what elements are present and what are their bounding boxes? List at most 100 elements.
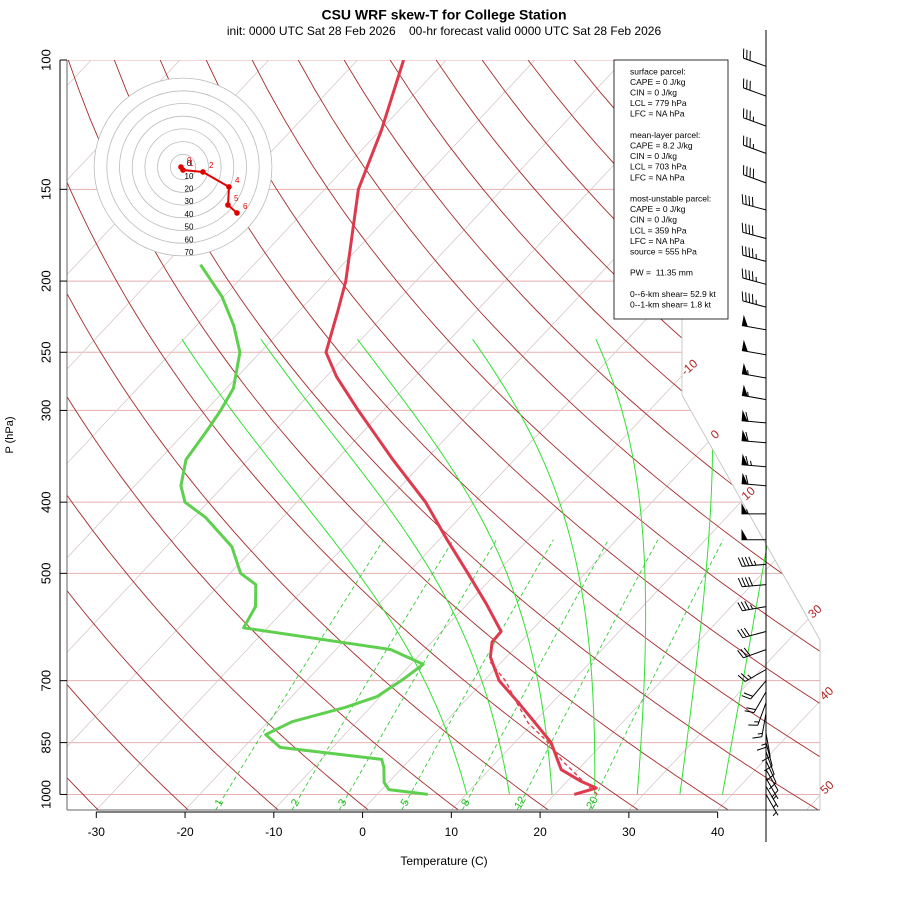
wind-barb (741, 291, 767, 308)
moist-adiabat (181, 338, 468, 795)
x-tick-label: 0 (359, 825, 366, 839)
dry-adiabat (67, 60, 549, 810)
wind-barb (741, 339, 767, 356)
hodograph-ring (106, 90, 260, 244)
parcel-info-line: LCL = 779 hPa (630, 98, 687, 108)
wind-barb (741, 409, 767, 424)
mixing-ratio-label: 3 (336, 797, 349, 808)
wind-barb (742, 165, 767, 184)
wind-barb (737, 627, 767, 639)
parcel-info-line: CIN = 0 J/kg (630, 215, 677, 225)
wind-barb (765, 794, 779, 817)
dry-adiabat (113, 60, 819, 810)
wind-barb (748, 702, 767, 726)
parcel-info-line: LCL = 703 hPa (630, 162, 687, 172)
x-tick-label: 40 (711, 825, 725, 839)
hodograph-height-label: 5 (234, 194, 239, 203)
y-tick-label: 300 (38, 400, 53, 422)
x-tick-label: 30 (622, 825, 636, 839)
hodograph-height-label: 6 (243, 202, 248, 211)
wind-barb (741, 472, 767, 487)
parcel-info-line: LFC = NA hPa (630, 109, 685, 119)
profile-line (324, 60, 598, 796)
hodograph-ring-label: 10 (185, 172, 194, 181)
parcel-info-line: 0--1-km shear= 1.8 kt (630, 299, 712, 309)
hodograph-point (234, 210, 240, 216)
wind-barb (742, 48, 767, 67)
isotherm (67, 60, 713, 810)
wind-barb (742, 135, 767, 154)
y-tick-label: 250 (38, 341, 53, 363)
moist-adiabat (357, 338, 553, 795)
hodograph-height-label: 0 (187, 156, 192, 165)
y-tick-label: 700 (38, 670, 53, 692)
x-tick-label: 10 (445, 825, 459, 839)
hodograph-ring (144, 128, 222, 206)
chart-title: CSU WRF skew-T for College Station (321, 7, 566, 23)
moist-adiabat (260, 338, 510, 795)
parcel-info-line: CAPE = 0 J/kg (630, 77, 686, 87)
mixing-ratio-line (401, 539, 554, 810)
wind-barb (741, 194, 767, 211)
mixing-ratio-line (215, 539, 384, 810)
y-tick-label: 150 (38, 178, 53, 200)
dry-adiabat (67, 60, 729, 810)
hodograph-ring (131, 115, 235, 219)
dry-adiabat (251, 60, 820, 810)
x-tick-label: -10 (265, 825, 283, 839)
wind-barb (741, 453, 767, 468)
isotherm (539, 60, 820, 810)
wind-barb (742, 78, 767, 97)
moist-adiabat (595, 338, 647, 795)
profile-line (489, 661, 598, 795)
wind-barb (737, 556, 767, 567)
wind-barb (761, 733, 771, 762)
dry-adiabat (67, 60, 369, 810)
y-tick-label: 500 (38, 562, 53, 584)
hodograph-ring (119, 103, 247, 231)
y-tick-label: 1000 (38, 780, 53, 809)
isotherm (273, 60, 820, 810)
isotherm (67, 60, 536, 810)
wind-barb (765, 760, 777, 790)
mixing-ratio-line (516, 539, 659, 810)
y-tick-label: 200 (38, 270, 53, 292)
wind-barb (737, 576, 767, 588)
hodograph-ring (93, 77, 273, 257)
parcel-info-line: LCL = 359 hPa (630, 225, 687, 235)
mixing-ratio-label: 2 (289, 797, 302, 808)
mixing-ratio-label: 12 (512, 795, 529, 812)
wind-barb (741, 362, 767, 379)
hodograph-point (225, 202, 231, 208)
x-tick-label: 20 (533, 825, 547, 839)
parcel-info-line: most-unstable parcel: (630, 193, 711, 203)
hodograph-height-label: 2 (209, 161, 214, 170)
wind-barb (741, 222, 767, 239)
wind-barb (737, 601, 767, 612)
wind-barb (742, 108, 767, 127)
wind-barb (741, 429, 767, 444)
wind-barb (741, 528, 766, 541)
hodograph-ring-label: 70 (185, 248, 194, 257)
wind-barb (741, 314, 767, 331)
hodograph-ring (169, 153, 197, 181)
dry-adiabat (67, 60, 639, 810)
y-tick-label: 400 (38, 491, 53, 513)
mixing-ratio-label: 5 (399, 797, 412, 808)
mixing-ratio-line (338, 539, 497, 810)
hodograph-ring-label: 0 (187, 159, 192, 168)
dry-adiabat (67, 60, 189, 810)
wind-barb (741, 502, 766, 515)
wind-barb (741, 268, 767, 285)
hodograph-ring-label: 40 (185, 210, 194, 219)
hodograph-point (180, 167, 186, 173)
mixing-ratio-line (291, 539, 454, 810)
parcel-info-line: CAPE = 8.2 J/kg (630, 140, 693, 150)
parcel-info-line: CAPE = 0 J/kg (630, 204, 686, 214)
hodograph-point (226, 184, 232, 190)
moist-adiabat (679, 339, 713, 795)
dry-adiabat (67, 60, 459, 810)
